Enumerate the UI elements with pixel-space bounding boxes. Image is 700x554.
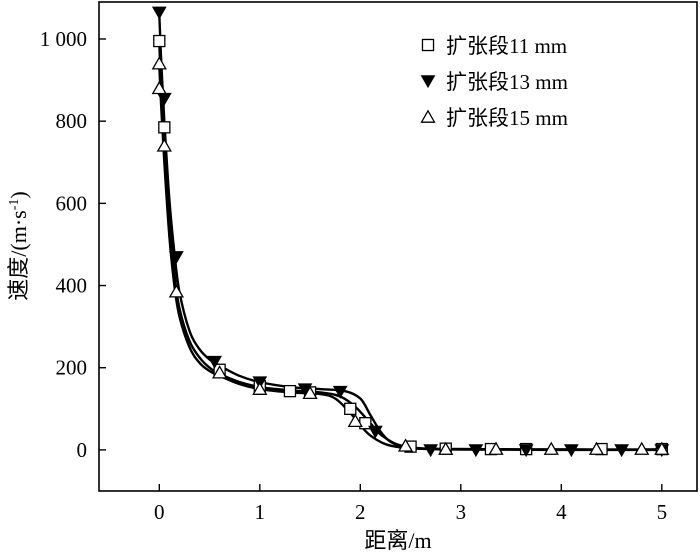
data-point-series-2 — [332, 385, 348, 399]
legend-entry-2: 扩张段13 mm — [446, 70, 568, 94]
legend: 扩张段11 mm 扩张段13 mm 扩张段15 mm — [420, 34, 568, 130]
data-point-series-3 — [347, 413, 363, 427]
y-tick-label: 400 — [56, 274, 88, 298]
data-point-series-2 — [423, 444, 439, 458]
data-point-series-1 — [153, 34, 166, 48]
data-point-series-2 — [151, 6, 167, 20]
data-point-series-1 — [283, 384, 297, 398]
data-point-series-2 — [468, 444, 484, 458]
data-point-series-3 — [543, 441, 559, 455]
data-point-series-3 — [397, 438, 414, 452]
data-point-series-3 — [252, 381, 268, 395]
y-tick-label: 200 — [56, 356, 88, 380]
data-point-series-2 — [614, 444, 629, 458]
data-point-series-3 — [156, 138, 172, 152]
data-point-series-2 — [169, 251, 184, 264]
x-tick-label: 1 — [255, 500, 266, 524]
series-line-1 — [158, 43, 662, 451]
data-point-series-3 — [488, 441, 504, 455]
data-point-series-1 — [344, 402, 357, 415]
y-tick-label: 800 — [56, 109, 88, 133]
y-tick-label: 0 — [77, 438, 88, 462]
data-point-series-3 — [438, 441, 454, 455]
series-curves — [158, 14, 662, 452]
series-points — [151, 6, 670, 458]
data-point-series-3 — [168, 284, 185, 298]
legend-entry-1: 扩张段11 mm — [446, 34, 567, 58]
x-tick-label: 4 — [556, 500, 567, 524]
data-point-series-3 — [151, 56, 167, 70]
legend-marker-3 — [420, 109, 436, 123]
data-point-series-2 — [368, 425, 383, 439]
legend-marker-2 — [420, 75, 436, 89]
data-point-series-3 — [654, 441, 670, 455]
x-tick-label: 5 — [657, 500, 668, 524]
y-tick-label: 600 — [56, 191, 88, 215]
data-point-series-3 — [302, 385, 318, 400]
data-point-series-2 — [564, 444, 579, 458]
plot-frame — [98, 1, 698, 492]
data-point-series-3 — [588, 441, 605, 455]
legend-marker-1 — [421, 38, 435, 52]
y-axis-title: 速度/(m·s-1) — [6, 191, 31, 300]
data-point-series-2 — [207, 355, 222, 369]
x-tick-label: 2 — [355, 500, 366, 524]
x-tick-label: 3 — [456, 500, 467, 524]
series-line-2 — [158, 14, 662, 452]
x-axis-title: 距离/m — [364, 528, 431, 553]
data-point-series-3 — [151, 80, 167, 95]
data-point-series-3 — [634, 441, 650, 455]
data-point-series-2 — [518, 444, 534, 458]
data-point-series-3 — [211, 365, 228, 379]
legend-entry-3: 扩张段15 mm — [446, 106, 568, 130]
series-line-3 — [158, 65, 662, 451]
data-point-series-1 — [158, 121, 171, 134]
x-tick-label: 0 — [154, 500, 165, 524]
y-tick-label: 1 000 — [40, 27, 87, 51]
axis-ticks: 0 1 2 3 4 5 0 200 400 600 800 1 000 — [40, 27, 667, 524]
